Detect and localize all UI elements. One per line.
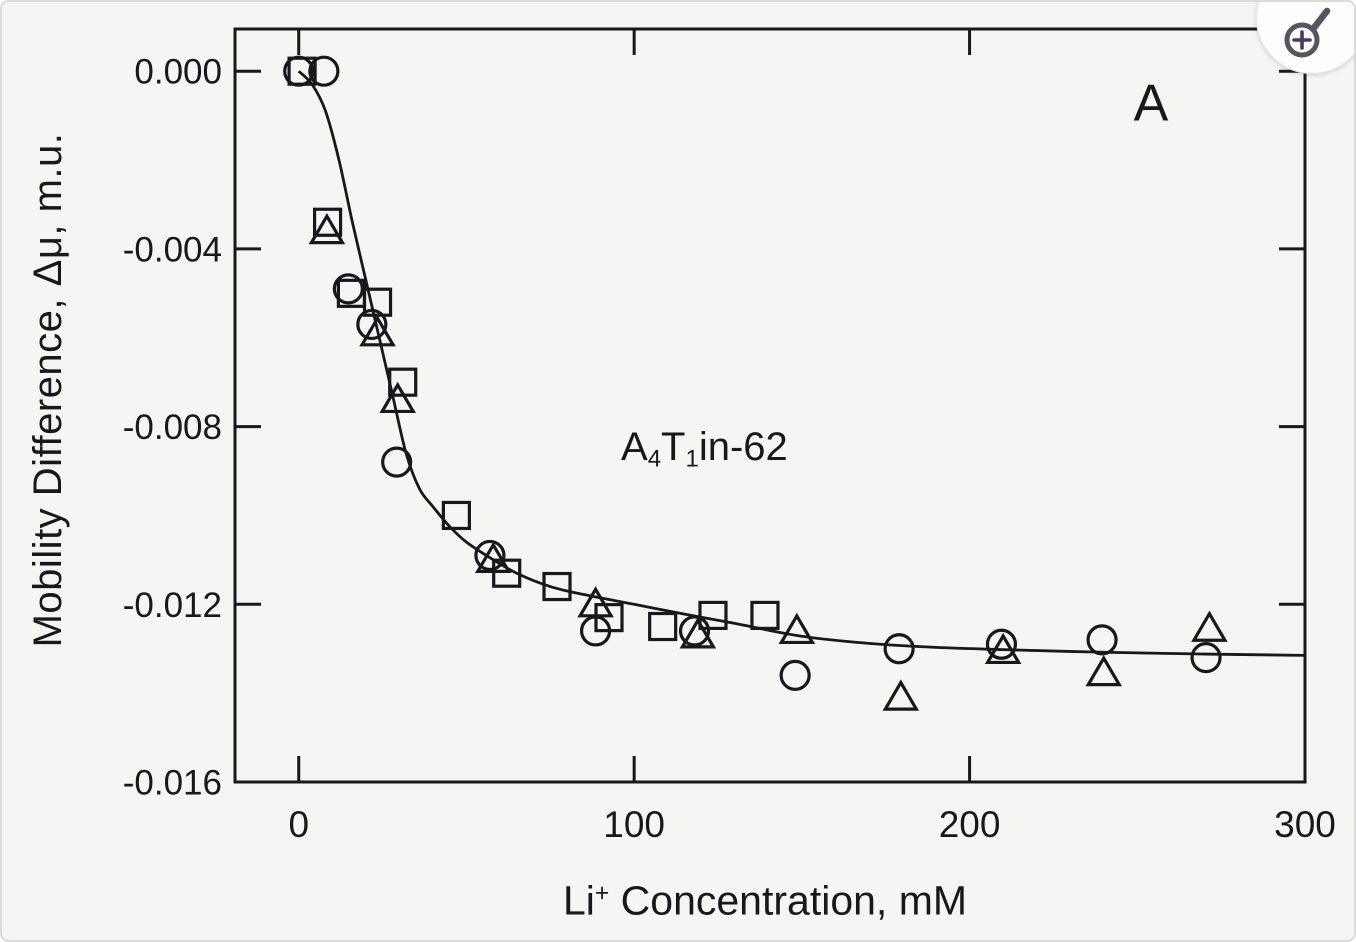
marker-circle	[474, 539, 506, 572]
marker-square	[492, 558, 522, 588]
marker-square	[698, 600, 728, 631]
panel-label: A	[1133, 74, 1169, 133]
marker-circle	[1190, 642, 1222, 674]
x-tick-label: 100	[603, 804, 665, 845]
text-segment: Concentration, mM	[609, 877, 968, 924]
y-tick-label: -0.004	[123, 230, 222, 269]
x-axis-title: Li+ Concentration, mM	[563, 879, 967, 922]
marker-circle	[356, 308, 388, 341]
marker-triangle	[359, 315, 396, 347]
marker-triangle	[379, 381, 416, 414]
y-tick-label: -0.016	[123, 764, 222, 803]
sub-segment: 4	[647, 445, 662, 473]
zoom-in-icon	[1284, 7, 1331, 58]
marker-circle	[332, 273, 364, 305]
marker-square	[441, 500, 471, 531]
marker-square	[648, 611, 678, 642]
x-tick-label: 300	[1274, 804, 1336, 845]
plot-frame	[233, 27, 1307, 784]
text-segment: T	[661, 425, 686, 469]
marker-circle	[678, 615, 711, 647]
marker-square	[287, 56, 317, 86]
marker-circle	[308, 55, 340, 87]
marker-square	[542, 571, 572, 602]
marker-circle	[985, 628, 1018, 660]
marker-triangle	[679, 617, 717, 649]
sub-segment: 1	[685, 445, 699, 473]
marker-triangle	[1085, 654, 1123, 687]
x-tick-label: 200	[939, 804, 1001, 845]
marker-triangle	[778, 612, 816, 645]
marker-triangle	[882, 679, 920, 711]
marker-circle	[883, 633, 915, 665]
marker-square	[312, 207, 343, 237]
y-tick-label: -0.012	[123, 586, 222, 625]
marker-circle	[381, 446, 413, 478]
marker-circle	[1086, 624, 1118, 656]
y-tick-label: -0.008	[123, 408, 222, 447]
fit-curve	[297, 70, 1306, 657]
marker-triangle	[577, 586, 614, 618]
y-tick-label: 0.000	[134, 53, 222, 92]
marker-square	[750, 600, 780, 631]
marker-triangle	[474, 541, 512, 573]
marker-circle	[779, 659, 811, 691]
marker-triangle	[1191, 610, 1228, 642]
curve-annotation: A4T1in-62	[621, 425, 788, 471]
marker-square	[594, 603, 624, 633]
x-tick-label: 0	[288, 804, 309, 845]
y-axis-title: Mobility Difference, Δμ, m.u.	[26, 132, 70, 648]
text-segment: Li	[562, 877, 595, 924]
text-segment: A	[621, 425, 648, 469]
marker-triangle	[984, 632, 1022, 665]
marker-triangle	[308, 212, 346, 245]
text-segment: in-62	[698, 425, 788, 469]
sup-segment: +	[594, 879, 610, 907]
